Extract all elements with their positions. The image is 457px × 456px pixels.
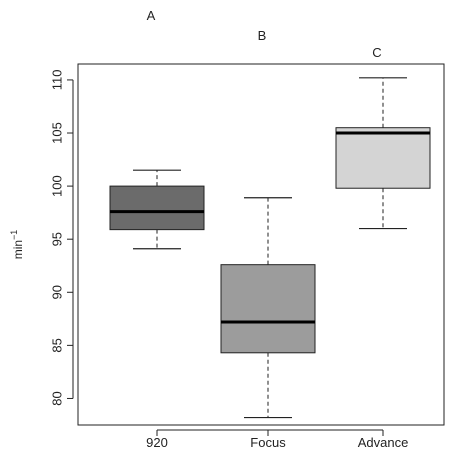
interquartile-box: [335, 127, 431, 189]
box-focus: [220, 197, 316, 419]
group-letters: A B C: [147, 8, 382, 60]
y-tick-label: 90: [50, 285, 65, 299]
y-tick-label: 85: [50, 338, 65, 352]
x-tick-label: 920: [146, 435, 168, 450]
y-axis-title-exponent: −1: [9, 230, 19, 240]
group-letter-b: B: [258, 28, 267, 43]
x-tick-label: Focus: [250, 435, 286, 450]
y-tick-label: 100: [50, 175, 65, 197]
y-axis-title: min−1: [9, 230, 25, 260]
y-tick-label: 105: [50, 122, 65, 144]
y-tick-label: 80: [50, 391, 65, 405]
y-axis-title-unit: min: [11, 240, 25, 259]
y-axis-ticks: 80 85 90 95 100 105 110: [50, 70, 73, 406]
group-letter-a: A: [147, 8, 156, 23]
x-axis-ticks: 920 Focus Advance: [146, 430, 408, 450]
y-tick-label: 95: [50, 232, 65, 246]
x-tick-label: Advance: [358, 435, 409, 450]
interquartile-box: [109, 185, 205, 231]
interquartile-box: [220, 264, 316, 354]
box-advance: [335, 77, 431, 230]
plot-frame: [77, 63, 445, 426]
box-920: [109, 169, 205, 250]
group-letter-c: C: [372, 45, 381, 60]
y-tick-label: 110: [50, 70, 65, 91]
box-series: [109, 77, 431, 419]
